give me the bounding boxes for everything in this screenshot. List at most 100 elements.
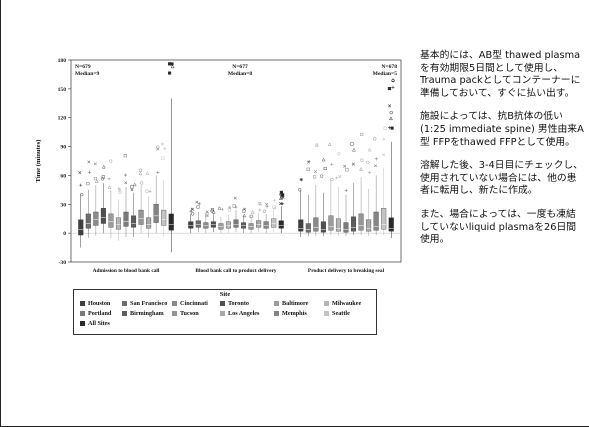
panel-n-count: N=678: [381, 64, 397, 70]
outlier-point: [265, 202, 269, 206]
outlier-point: [117, 187, 121, 191]
outlier-point: [161, 156, 165, 160]
box-body: [256, 220, 262, 228]
outlier-point: [391, 85, 395, 89]
legend-label: Seattle: [332, 310, 350, 317]
outlier-point: [145, 189, 149, 193]
legend-title: Site: [219, 291, 231, 298]
outlier-point: [124, 173, 128, 177]
outlier-point: [233, 196, 237, 200]
outlier-point: [391, 77, 395, 82]
outlier-point: [100, 177, 105, 181]
outlier-point: [145, 171, 150, 175]
legend-label: Memphis: [282, 310, 307, 317]
outlier-point: [138, 168, 142, 172]
outlier-point: [124, 181, 128, 185]
outlier-point: [360, 158, 364, 162]
outlier-point: [257, 202, 261, 206]
legend-swatch: [80, 321, 85, 326]
outlier-point: [298, 188, 302, 192]
legend-swatch: [172, 301, 177, 306]
panel-median: Median=9: [75, 71, 100, 77]
outlier-point: [352, 147, 356, 152]
box-body: [305, 223, 311, 233]
outlier-point: [313, 175, 317, 179]
outlier-point: [93, 162, 97, 166]
legend-item: Los Angeles: [220, 310, 259, 317]
legend-item: Tucson: [172, 310, 199, 317]
outlier-point: [281, 202, 285, 206]
outlier-point: [78, 171, 82, 175]
outlier-point: [366, 160, 370, 165]
outlier-point: [373, 137, 377, 141]
panel-label: Blood bank call to product delivery: [195, 268, 277, 274]
outlier-point: [327, 142, 332, 146]
legend-label: Cincinnati: [180, 300, 208, 307]
y-tick-label: 0: [63, 231, 66, 237]
box-body: [138, 209, 144, 225]
legend-swatch: [220, 311, 225, 316]
y-axis-title: Time (minutes): [35, 140, 42, 183]
outlier-point: [163, 147, 167, 151]
outlier-point: [123, 154, 127, 158]
legend-item: Memphis: [274, 310, 307, 317]
note-paragraph: 溶解した後、3-4日目にチェックし、使用されていない場合には、他の患者に転用し、…: [420, 160, 583, 197]
box-body: [320, 221, 326, 233]
outlier-point: [321, 157, 326, 162]
legend-label: Baltimore: [282, 300, 309, 307]
box-body: [123, 211, 129, 227]
legend-item: Seattle: [324, 310, 350, 317]
box-body: [366, 219, 372, 232]
outlier-point: [94, 179, 99, 183]
box-body: [328, 215, 334, 231]
legend-swatch: [274, 311, 279, 316]
outlier-point: [383, 126, 387, 130]
legend-label: Toronto: [228, 300, 249, 307]
y-tick-label: 120: [58, 116, 67, 122]
legend-label: All Sites: [88, 320, 110, 327]
legend-item: Houston: [80, 300, 110, 307]
outlier-point: [107, 177, 111, 181]
outlier-point: [190, 212, 195, 216]
panel-median: Median=8: [228, 71, 253, 77]
legend-item: All Sites: [80, 320, 110, 327]
outlier-point: [281, 195, 285, 199]
box-body: [263, 221, 269, 229]
note-paragraph: 施設によっては、抗B抗体の低い(1:25 immediate spine) 男性…: [420, 111, 584, 148]
box-body: [108, 213, 114, 228]
outlier-point: [343, 164, 347, 168]
outlier-point: [272, 199, 276, 203]
outlier-point: [382, 137, 386, 141]
outlier-point: [217, 206, 222, 210]
outlier-point: [234, 205, 238, 209]
outlier-point: [93, 176, 97, 181]
legend-item: Portland: [80, 310, 111, 317]
outlier-point: [382, 153, 386, 157]
legend-item: Cincinnati: [172, 300, 208, 307]
outlier-point: [351, 162, 355, 166]
outlier-point: [156, 147, 160, 151]
y-tick-label: 90: [60, 145, 66, 151]
box-body: [373, 211, 379, 231]
box-body: [93, 211, 99, 226]
box-body: [343, 222, 349, 233]
box-body: [298, 219, 304, 232]
notes-panel: 基本的には、AB型 thawed plasmaを有効期限5日間として使用し、Tr…: [420, 50, 585, 258]
outlier-point: [344, 188, 348, 192]
y-tick-label: 60: [60, 173, 66, 179]
outlier-point: [107, 185, 112, 189]
outlier-point: [368, 171, 372, 175]
outlier-point: [390, 126, 394, 130]
legend-label: Birmingham: [130, 310, 164, 317]
outlier-point: [87, 160, 91, 164]
legend-item: Birmingham: [122, 310, 164, 317]
outlier-point: [389, 110, 393, 115]
plot-frame: [70, 59, 402, 263]
outlier-point: [140, 181, 144, 185]
box-body: [195, 220, 201, 228]
box-body: [115, 217, 121, 230]
outlier-point: [279, 191, 284, 196]
box-body: [225, 221, 231, 229]
